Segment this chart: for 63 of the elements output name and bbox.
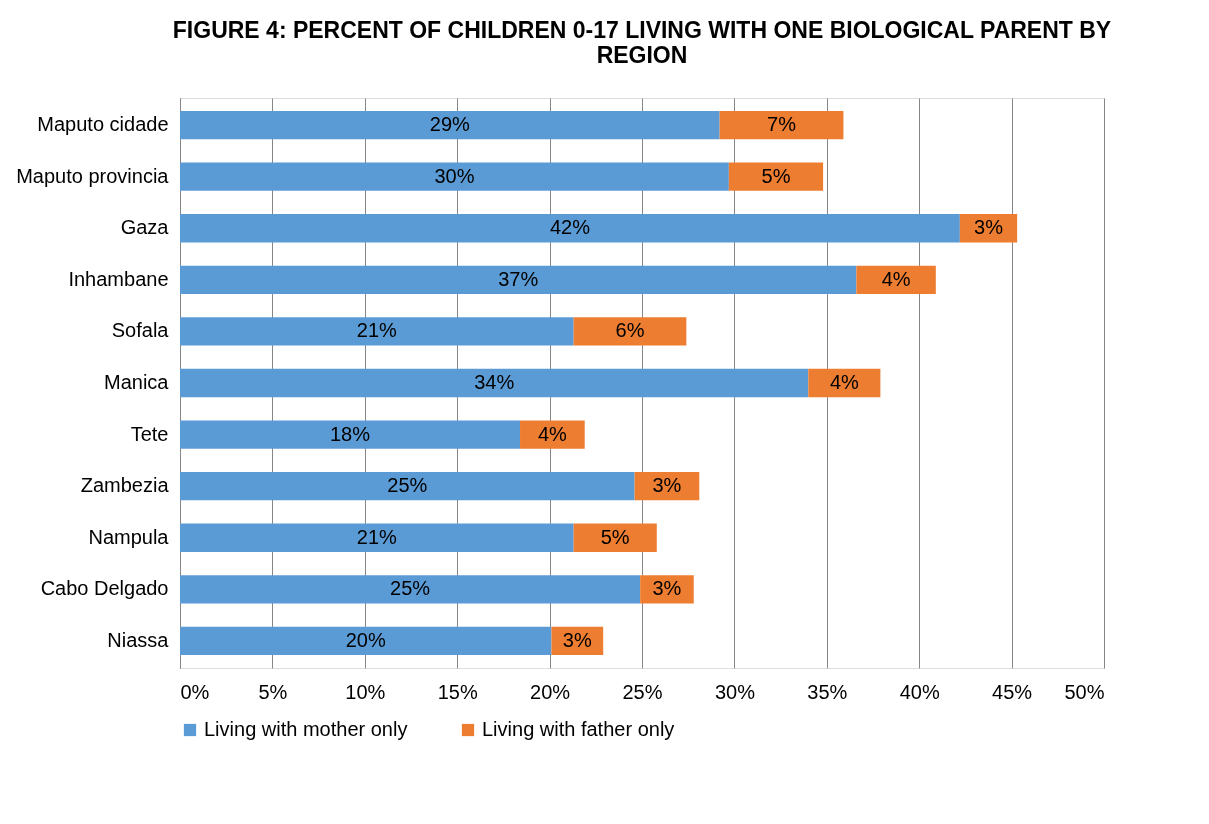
data-label: 20% xyxy=(345,628,386,651)
bar xyxy=(180,162,729,191)
bar xyxy=(180,626,552,656)
y-tick-label: Inhambane xyxy=(68,267,169,290)
legend-label: Living with mother only xyxy=(204,718,408,740)
bar xyxy=(520,420,585,449)
data-label: 25% xyxy=(390,577,431,600)
x-tick-label: 5% xyxy=(258,680,288,703)
bar xyxy=(180,214,960,243)
x-tick-label: 35% xyxy=(807,680,848,703)
x-tick-label: 45% xyxy=(992,680,1033,703)
data-label: 5% xyxy=(600,525,630,548)
data-label: 30% xyxy=(434,164,475,187)
x-tick-label: 40% xyxy=(899,680,940,703)
data-label: 25% xyxy=(387,474,428,497)
bar xyxy=(180,368,809,398)
x-tick-label: 0% xyxy=(180,680,210,703)
bar xyxy=(180,523,574,552)
y-tick-label: Tete xyxy=(130,422,169,445)
x-tick-label: 25% xyxy=(622,680,663,703)
y-tick-label: Cabo Delgado xyxy=(40,577,169,600)
x-tick-label: 30% xyxy=(714,680,756,703)
data-label: 18% xyxy=(330,422,371,445)
y-tick-label: Niassa xyxy=(107,628,170,651)
data-label: 5% xyxy=(761,164,791,187)
data-label: 4% xyxy=(829,371,860,393)
x-tick-label: 10% xyxy=(345,680,386,703)
x-tick-label: 20% xyxy=(530,680,571,703)
y-tick-label: Nampula xyxy=(88,525,170,548)
data-label: 4% xyxy=(881,267,911,290)
x-tick-label: 15% xyxy=(437,680,478,703)
bar xyxy=(573,317,687,346)
x-tick-label: 50% xyxy=(1064,680,1105,703)
legend-label: Living with father only xyxy=(482,718,675,740)
data-label: 21% xyxy=(356,525,398,548)
data-label: 29% xyxy=(429,113,471,136)
y-tick-label: Sofala xyxy=(111,319,170,342)
data-label: 37% xyxy=(498,267,539,290)
data-label: 34% xyxy=(474,371,515,393)
bar xyxy=(180,317,574,346)
data-label: 7% xyxy=(767,113,797,136)
data-label: 3% xyxy=(652,577,682,600)
y-tick-label: Zambezia xyxy=(80,474,170,497)
bar xyxy=(728,162,824,191)
bar xyxy=(180,471,635,501)
data-label: 42% xyxy=(549,216,591,239)
data-label: 3% xyxy=(562,628,592,651)
bar xyxy=(180,420,521,449)
chart-title: FIGURE 4: PERCENT OF CHILDREN 0-17 LIVING WITH ONE BIOLOGICAL PARENT BY REGION xyxy=(172,17,1112,68)
bar xyxy=(180,575,641,604)
data-label: 21% xyxy=(356,319,398,342)
bar xyxy=(180,110,720,140)
bar xyxy=(719,110,844,140)
data-label: 6% xyxy=(615,319,645,342)
data-label: 4% xyxy=(537,422,568,445)
bar xyxy=(856,265,936,295)
y-tick-label: Gaza xyxy=(120,216,170,239)
y-tick-label: Manica xyxy=(104,371,170,393)
data-label: 3% xyxy=(974,216,1004,239)
y-tick-label: Maputo provincia xyxy=(16,164,170,187)
y-tick-label: Maputo cidade xyxy=(37,113,169,136)
bar xyxy=(180,265,857,295)
data-label: 3% xyxy=(652,474,682,497)
